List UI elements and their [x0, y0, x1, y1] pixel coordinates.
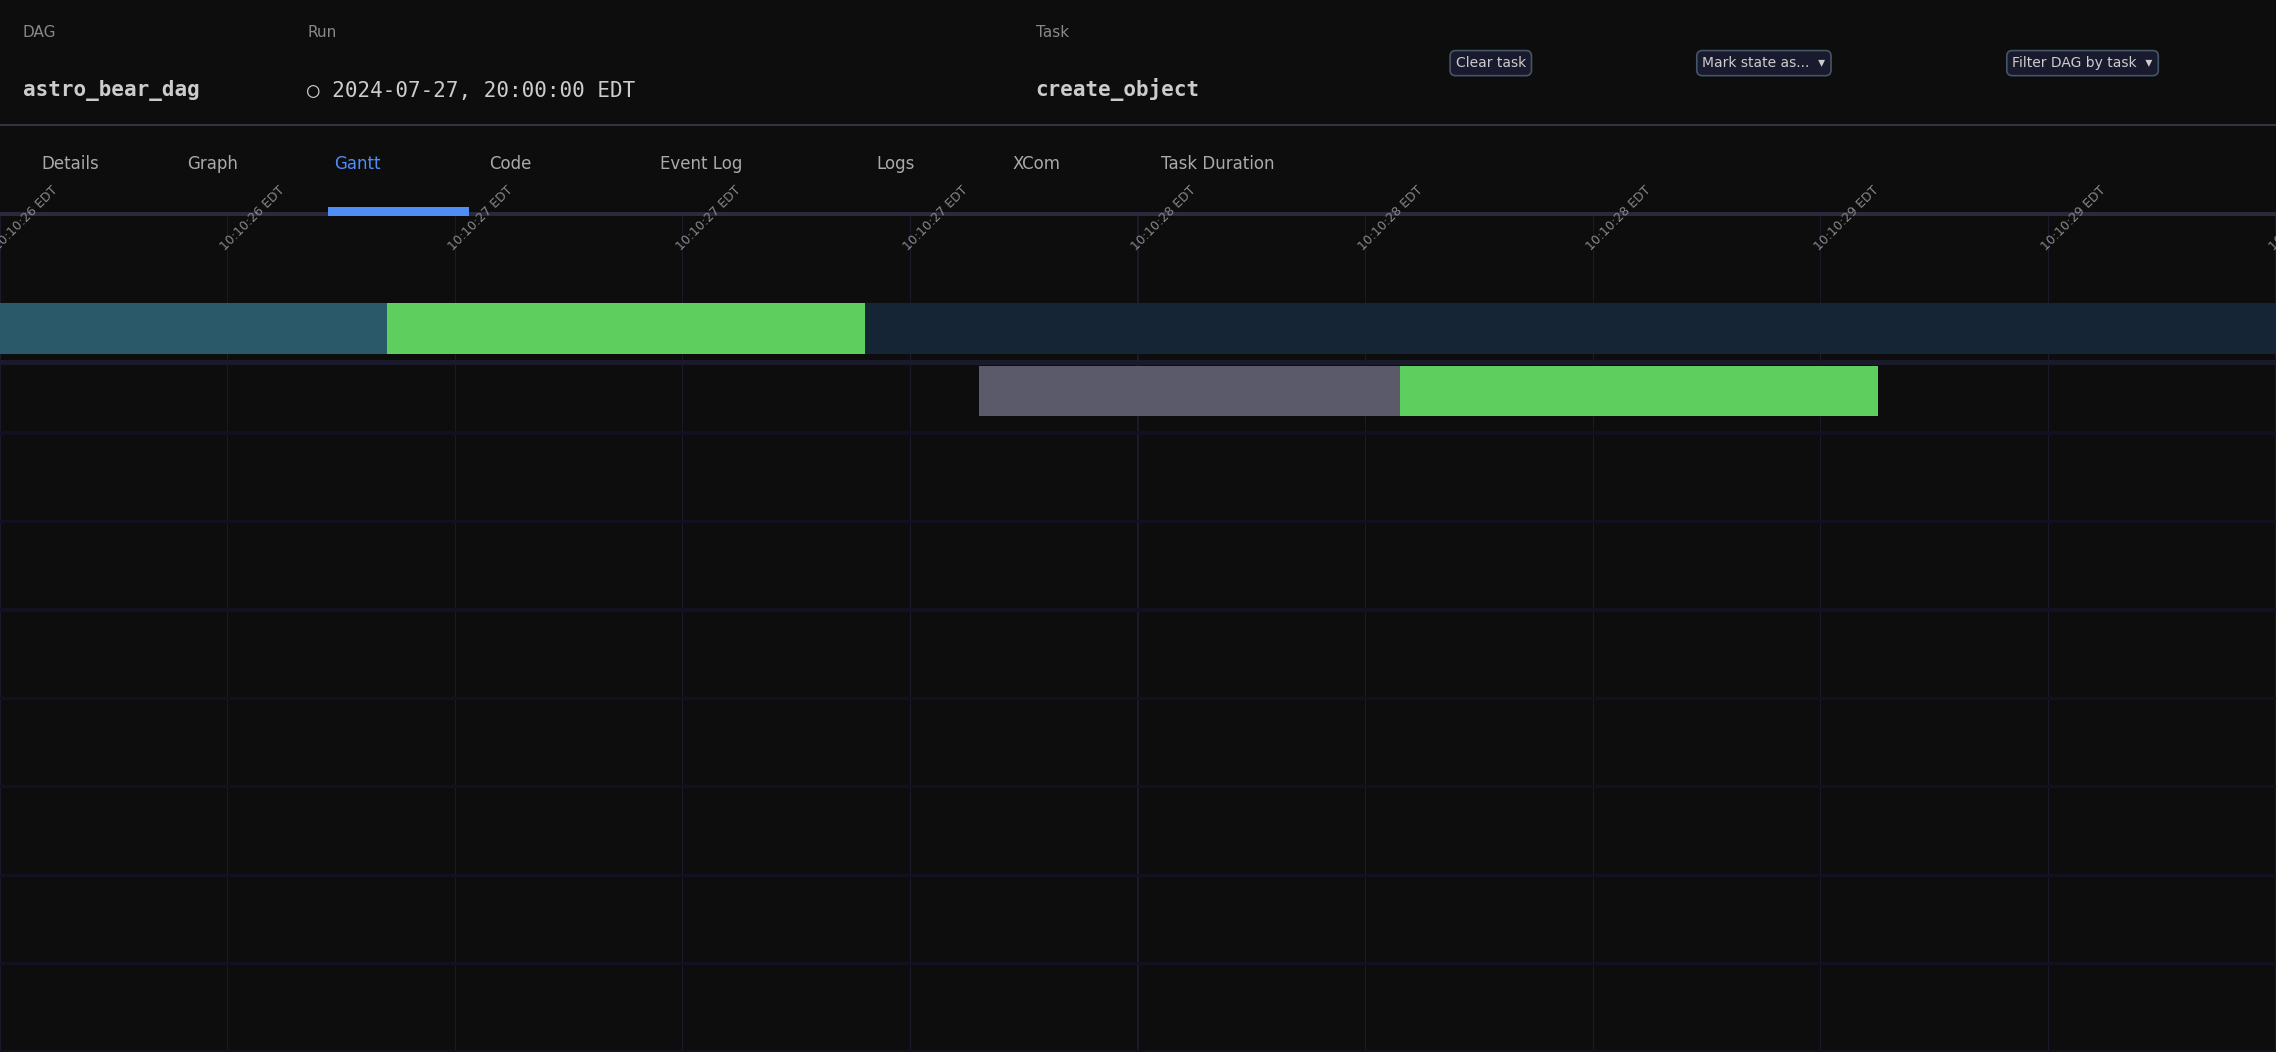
Text: Mark state as...  ▾: Mark state as... ▾	[1702, 56, 1825, 70]
Text: 10:10:28 EDT: 10:10:28 EDT	[1129, 184, 1199, 254]
Text: astro_bear_dag: astro_bear_dag	[23, 80, 200, 101]
Bar	[0, 124, 2276, 126]
Text: 10:10:29 EDT: 10:10:29 EDT	[2267, 184, 2276, 254]
Text: 10:10:27 EDT: 10:10:27 EDT	[674, 184, 744, 254]
Bar	[0, 873, 2276, 877]
Text: Clear task: Clear task	[1457, 56, 1525, 70]
Text: XCom: XCom	[1013, 155, 1061, 173]
Text: Event Log: Event Log	[660, 155, 742, 173]
Bar	[0, 360, 2276, 365]
Text: Details: Details	[41, 155, 98, 173]
Text: Task: Task	[1036, 25, 1070, 40]
Bar	[0, 520, 2276, 523]
Bar	[387, 303, 865, 353]
Text: Gantt: Gantt	[335, 155, 380, 173]
Text: Run: Run	[307, 25, 337, 40]
Bar	[328, 206, 469, 216]
Bar	[0, 608, 2276, 611]
Bar	[979, 366, 1400, 417]
Text: 10:10:29 EDT: 10:10:29 EDT	[1812, 184, 1880, 254]
Text: Code: Code	[489, 155, 533, 173]
Bar	[0, 1050, 2276, 1052]
Text: Filter DAG by task  ▾: Filter DAG by task ▾	[2012, 56, 2153, 70]
Text: 10:10:28 EDT: 10:10:28 EDT	[1356, 184, 1427, 254]
Bar	[0, 303, 2276, 353]
Bar	[0, 303, 387, 353]
Bar	[1400, 366, 1878, 417]
Text: ○ 2024-07-27, 20:00:00 EDT: ○ 2024-07-27, 20:00:00 EDT	[307, 81, 635, 101]
Text: Logs: Logs	[876, 155, 915, 173]
Bar	[0, 696, 2276, 700]
Bar	[0, 431, 2276, 434]
Text: 10:10:26 EDT: 10:10:26 EDT	[0, 184, 59, 254]
Text: DAG: DAG	[23, 25, 57, 40]
Bar	[0, 962, 2276, 966]
Bar	[0, 213, 2276, 216]
Text: Task Duration: Task Duration	[1161, 155, 1275, 173]
Bar	[0, 785, 2276, 788]
Text: 10:10:26 EDT: 10:10:26 EDT	[218, 184, 287, 254]
Text: 10:10:27 EDT: 10:10:27 EDT	[446, 184, 517, 254]
Text: 10:10:27 EDT: 10:10:27 EDT	[901, 184, 972, 254]
Text: 10:10:28 EDT: 10:10:28 EDT	[1584, 184, 1655, 254]
Text: Graph: Graph	[187, 155, 237, 173]
Text: 10:10:29 EDT: 10:10:29 EDT	[2039, 184, 2108, 254]
Text: create_object: create_object	[1036, 78, 1199, 101]
